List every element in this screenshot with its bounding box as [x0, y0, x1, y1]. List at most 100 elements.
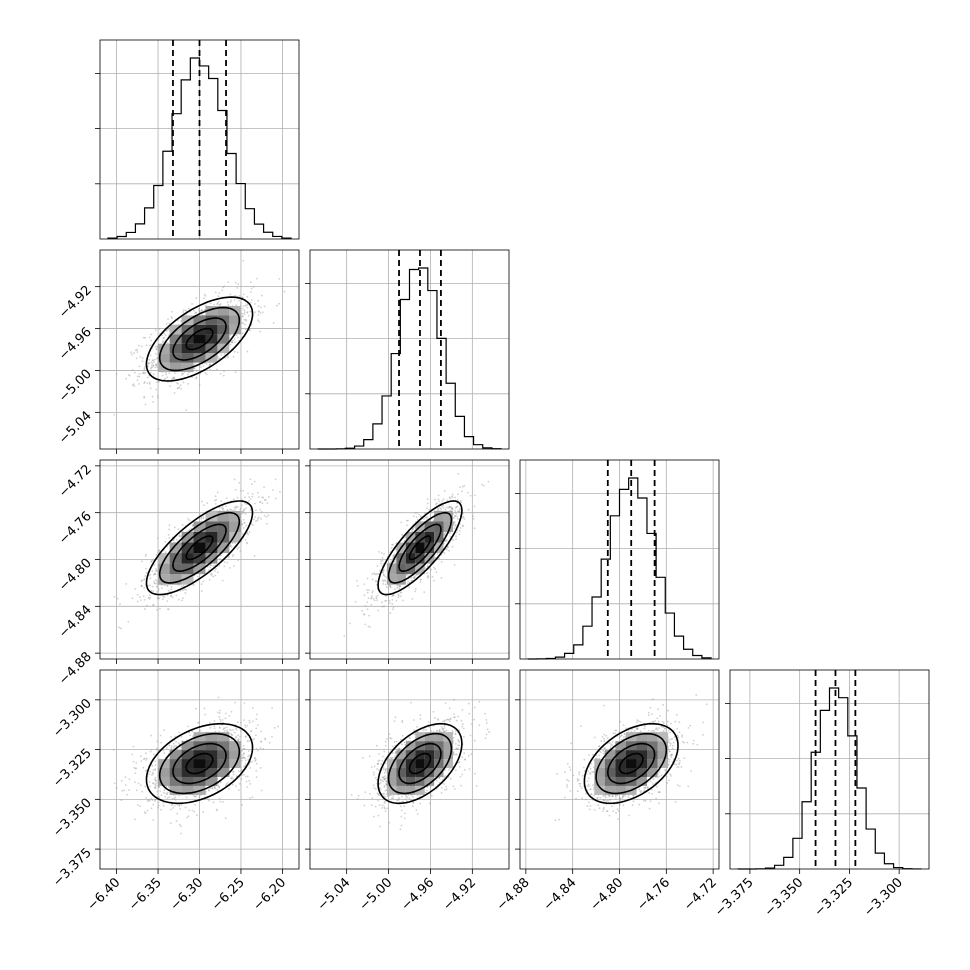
sample-point	[426, 572, 428, 575]
sample-point	[218, 726, 221, 729]
sample-point	[152, 373, 155, 376]
sample-point	[245, 541, 248, 544]
sample-point	[154, 780, 157, 782]
sample-point	[444, 508, 447, 511]
sample-point	[249, 281, 252, 283]
sample-point	[458, 510, 461, 513]
sample-point	[143, 381, 146, 383]
sample-point	[217, 356, 219, 359]
density-cell	[229, 521, 242, 532]
sample-point	[166, 376, 169, 379]
sample-point	[394, 548, 397, 551]
sample-point	[246, 531, 249, 534]
sample-point	[196, 814, 198, 817]
sample-point	[449, 531, 451, 534]
sample-point	[423, 518, 425, 520]
sample-point	[267, 514, 270, 517]
sample-point	[218, 786, 221, 789]
density-cell	[193, 542, 206, 554]
sample-point	[145, 757, 148, 760]
density-cell	[169, 362, 182, 373]
sample-point	[143, 396, 145, 399]
sample-point	[433, 566, 435, 569]
sample-point	[131, 597, 134, 600]
sample-point	[389, 585, 392, 587]
density-cell	[415, 531, 425, 543]
histogram-2	[317, 267, 502, 450]
sample-point	[405, 573, 408, 576]
sample-point	[487, 480, 490, 483]
sample-point	[246, 786, 249, 788]
sample-point	[200, 517, 203, 520]
sample-point	[234, 294, 237, 297]
sample-point	[398, 584, 401, 587]
sample-point	[251, 720, 254, 723]
sample-point	[223, 729, 226, 732]
sample-point	[411, 528, 414, 531]
sample-point	[166, 793, 169, 796]
sample-point	[459, 507, 461, 510]
sample-point	[444, 540, 446, 543]
sample-point	[151, 585, 154, 588]
sample-point	[462, 515, 465, 518]
sample-point	[154, 366, 157, 369]
panel-4-1	[95, 670, 299, 874]
density-cell	[193, 553, 206, 564]
sample-point	[452, 524, 455, 527]
density-cell	[205, 542, 218, 554]
sample-point	[156, 394, 159, 397]
sample-point	[179, 384, 182, 387]
sample-point	[455, 538, 458, 540]
sample-point	[195, 377, 197, 380]
contour-1.5-sigma	[158, 306, 241, 372]
density-cell	[415, 553, 425, 564]
sample-point	[244, 328, 247, 331]
sample-point	[259, 501, 261, 504]
sample-point	[263, 515, 266, 517]
histogram-panel-3	[515, 460, 719, 660]
sample-point	[265, 522, 268, 525]
contour-1-sigma	[398, 523, 442, 573]
sample-point	[157, 338, 160, 341]
sample-point	[398, 587, 401, 590]
sample-point	[135, 357, 138, 360]
sample-point	[260, 517, 263, 520]
sample-point	[385, 586, 388, 588]
sample-point	[431, 575, 434, 578]
sample-point	[456, 515, 459, 518]
sample-point	[218, 292, 221, 294]
sample-point	[233, 506, 236, 509]
sample-point	[244, 323, 246, 326]
sample-point	[427, 575, 430, 578]
sample-point	[223, 561, 226, 563]
density-cell	[169, 574, 182, 585]
sample-point	[135, 789, 138, 792]
sample-point	[242, 315, 245, 318]
panel-3-1	[95, 460, 299, 664]
sample-point	[168, 744, 171, 747]
sample-point	[454, 525, 457, 527]
sample-point	[136, 351, 139, 353]
sample-point	[259, 330, 262, 333]
sample-point	[254, 758, 257, 761]
sample-point	[183, 588, 186, 591]
sample-point	[202, 364, 205, 367]
sample-point	[418, 513, 420, 516]
sample-point	[382, 580, 385, 583]
sample-point	[186, 373, 189, 376]
sample-point	[392, 554, 395, 557]
sample-point	[146, 809, 149, 812]
sample-point	[463, 517, 466, 520]
sample-point	[380, 552, 383, 554]
sample-point	[131, 353, 133, 356]
sample-point	[237, 546, 240, 549]
sample-point	[173, 377, 176, 380]
sample-point	[140, 584, 143, 587]
sample-point	[143, 577, 146, 580]
density-cell	[217, 510, 230, 522]
sample-point	[459, 526, 462, 529]
sample-point	[141, 372, 144, 375]
sample-point	[152, 604, 154, 607]
sample-point	[459, 486, 461, 489]
